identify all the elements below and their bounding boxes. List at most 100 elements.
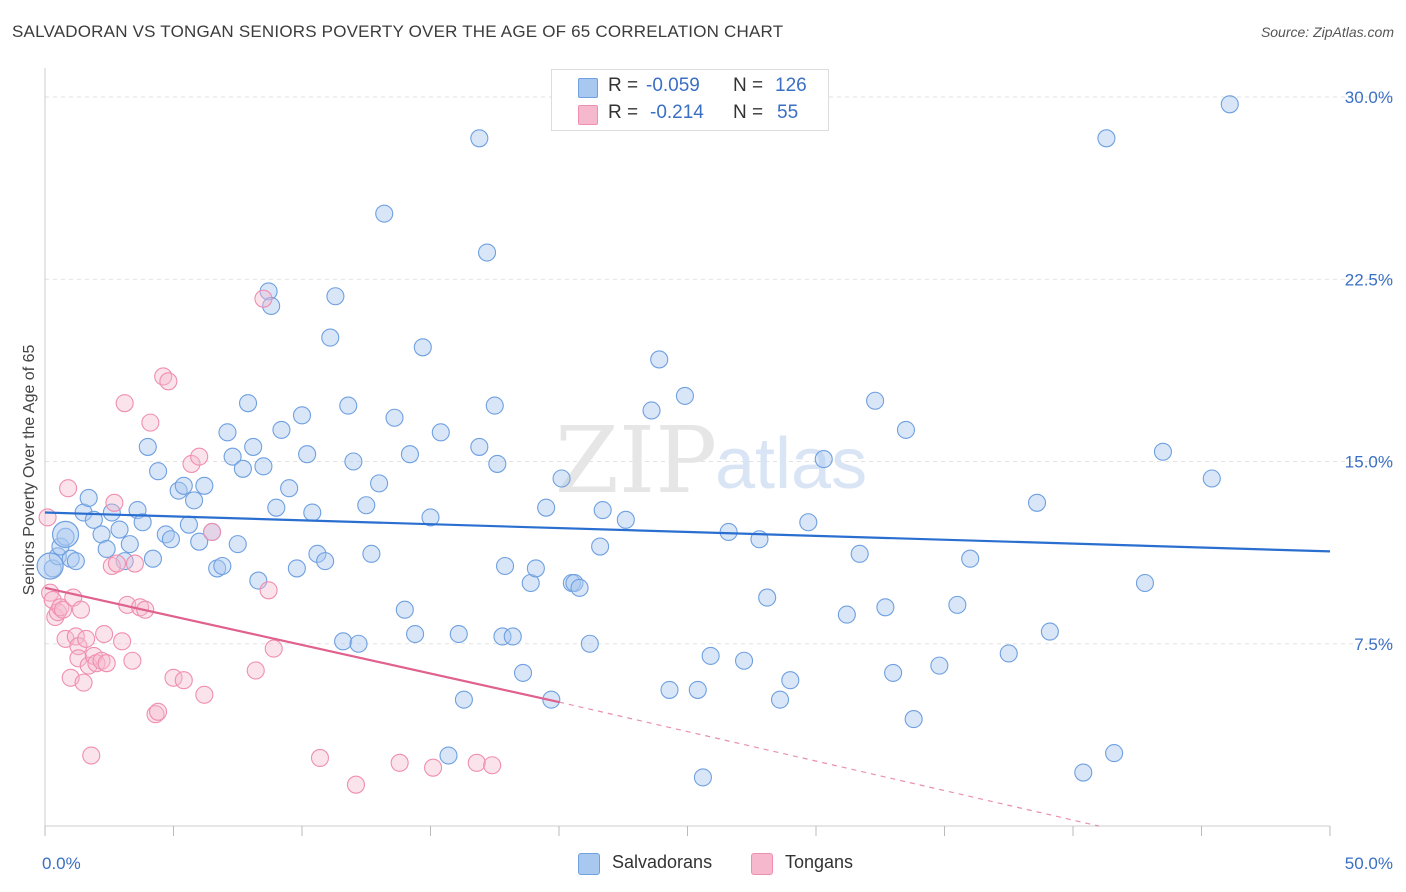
salvadoran-point [477,243,497,262]
salvadoran-point [488,454,507,473]
salvadoran-point [395,600,414,619]
salvadoran-point [799,513,818,532]
tongan-point [254,289,273,308]
salvadoran-point [1135,573,1155,593]
x-tick-label: 0.0% [42,854,81,873]
tongan-point [259,581,278,600]
tongan-point [149,702,168,721]
salvadoran-point [770,690,790,709]
salvadoran-point [349,634,368,653]
watermark-atlas: atlas [715,424,867,504]
salvadoran-point-large [36,552,64,580]
salvadoran-point [688,680,707,699]
salvadoran-point [292,406,312,425]
salvadoran-point [1105,744,1124,763]
salvadoran-point [280,479,299,498]
tongan-point [141,413,160,432]
salvadoran-point [642,401,661,420]
salvadoran-point [513,663,533,682]
tongan-point [113,632,132,651]
salvadoran-point [362,544,381,563]
salvadoran-point [254,457,273,476]
salvadoran-point [537,498,556,517]
salvadoran-point [552,469,571,488]
salvadoran-point [850,544,869,563]
salvadoran-point [406,624,425,644]
gridlines [45,96,1395,645]
salvadoran-point [110,520,129,539]
tongan-point [195,685,214,704]
salvadoran-point [1074,763,1093,782]
salvadoran-point [470,437,489,456]
salvadoran-point [213,556,232,576]
salvadoran-point [169,481,188,500]
tongans-trend-line [44,586,560,704]
tongan-point [115,394,134,413]
salvadoran-point [495,556,515,576]
salvadoran-point-large [51,520,80,549]
salvadoran-point [999,644,1018,663]
salvadoran-point [375,204,394,223]
salvadoran-point [866,391,885,410]
salvadoran-point [179,515,198,534]
salvadoran-point [174,476,193,495]
salvadoran-point [120,535,139,554]
y-tick-label: 7.5% [1354,635,1393,654]
salvadoran-point [357,496,376,515]
salvadoran-point [308,544,327,563]
salvadoran-point [1097,129,1116,148]
tongan-point [51,598,70,617]
salvadoran-point [161,530,180,549]
salvadoran-point [223,447,242,466]
y-tick-label: 30.0% [1345,88,1393,107]
salvadoran-point [272,420,291,439]
salvadoran-point [580,634,599,653]
salvadoran-point [781,671,800,690]
salvadoran-point [904,710,923,729]
tongan-point [190,447,209,466]
salvadoran-point [138,437,157,456]
tongan-point [107,554,127,573]
salvadoran-point [238,394,258,413]
x-tick-label: 50.0% [1345,854,1393,873]
salvadoran-point [837,605,856,624]
salvadoran-point [1040,622,1059,641]
salvadoran-point [660,680,679,699]
y-axis-label: Seniors Poverty Over the Age of 65 [21,344,38,596]
salvadoran-point [326,287,345,306]
salvadoran-point [1202,469,1221,488]
salvadoran-point [948,595,967,614]
salvadoran-point [149,462,168,481]
salvadoran-point [303,503,322,522]
trend-lines [44,511,1331,827]
tongan-point [483,756,502,775]
y-tick-label: 22.5% [1345,270,1393,289]
salvadoran-point [616,510,635,529]
tongan-point [146,705,165,724]
salvadoran-point [758,588,777,607]
tongan-point [95,624,114,644]
bottom-legend-swatch-tongans [751,853,773,875]
tongan-point [123,651,142,670]
salvadoran-point [143,549,162,568]
tongan-point [46,607,65,627]
salvadoran-point [79,488,98,508]
legend-swatch-tongans [578,105,598,125]
salvadoran-point [570,578,589,597]
salvadoran-point [413,338,432,357]
salvadoran-point [884,663,903,682]
chart-title: SALVADORAN VS TONGAN SENIORS POVERTY OVE… [12,22,784,41]
salvadoran-point [431,423,450,442]
salvadoran-point [400,445,419,464]
salvadoran-point [1027,493,1047,512]
salvadoran-point [339,396,358,415]
tongan-point [125,554,144,573]
tongans-points [38,289,502,794]
tick-labels: 7.5% 15.0% 22.5% 30.0% 0.0% 50.0% [42,88,1393,873]
salvadoran-point [334,632,353,651]
salvadorans-points [36,95,1239,787]
salvadoran-point [156,525,175,544]
tongan-point [154,367,173,386]
tongan-point [69,649,88,668]
salvadoran-point [591,537,610,556]
